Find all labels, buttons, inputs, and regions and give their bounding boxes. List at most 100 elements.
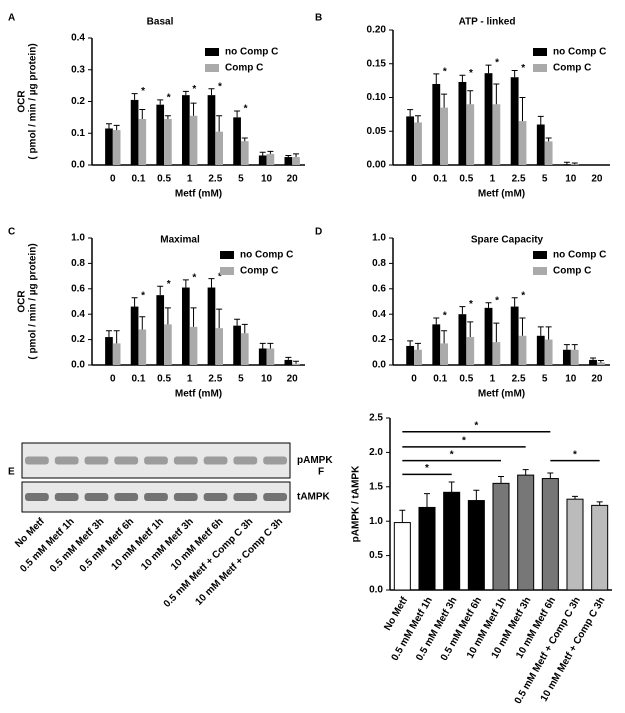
blot-band: [84, 456, 109, 465]
bar: [207, 287, 216, 365]
significance-star: *: [495, 58, 499, 69]
significance-star: *: [443, 311, 447, 322]
error-bar: [190, 102, 197, 116]
significance-star: *: [167, 279, 171, 290]
bar: [258, 348, 267, 365]
bar: [105, 128, 113, 165]
bar: [536, 335, 545, 365]
significance-star: *: [192, 84, 196, 95]
legend-swatch: [533, 251, 547, 259]
legend-label: no Comp C: [553, 47, 606, 58]
panel-letter: B: [315, 13, 322, 24]
y-tick-label: 1.0: [71, 233, 85, 244]
bar: [591, 504, 609, 591]
error-bar: [467, 321, 474, 338]
x-tick-label: 1: [187, 174, 193, 185]
bar: [510, 306, 519, 365]
error-bar: [572, 495, 578, 500]
legend-swatch: [205, 64, 219, 72]
bar: [189, 115, 198, 165]
error-bar: [105, 123, 112, 129]
error-bar: [182, 279, 189, 288]
bar: [164, 118, 172, 165]
y-axis-label: OCR: [17, 290, 28, 313]
blot-band: [114, 456, 139, 465]
lane-label: 0.5 mM Metf 3h: [48, 516, 106, 574]
significance-star: *: [218, 81, 222, 92]
error-bar: [590, 357, 597, 360]
bar: [414, 122, 422, 165]
significance-star: *: [244, 104, 248, 115]
legend-label: Comp C: [225, 63, 263, 74]
legend-label: Comp C: [553, 266, 591, 277]
error-bar: [182, 90, 189, 96]
y-tick-label: 0.2: [71, 334, 85, 345]
y-tick-label: 0.6: [372, 283, 386, 294]
bar: [258, 155, 267, 165]
bar: [138, 329, 147, 365]
blot-band: [144, 493, 168, 501]
y-tick-label: 0.0: [372, 360, 386, 371]
error-bar: [519, 317, 526, 336]
blot-band: [54, 456, 79, 465]
x-tick-label: 10: [261, 174, 273, 185]
bar: [432, 324, 441, 365]
legend-swatch: [205, 48, 219, 56]
error-bar: [259, 342, 266, 349]
bar: [233, 117, 241, 165]
significance-star: *: [443, 67, 447, 78]
bar: [215, 328, 223, 365]
x-tick-label: 0: [411, 374, 417, 385]
legend-swatch: [533, 64, 547, 72]
error-bar: [208, 278, 215, 288]
bar: [156, 104, 165, 165]
bar: [492, 104, 501, 165]
x-tick-label: 10: [261, 374, 273, 385]
bar: [440, 107, 449, 165]
bar: [240, 141, 249, 165]
error-bar: [433, 317, 440, 325]
bar: [406, 345, 415, 365]
bar: [105, 337, 113, 365]
error-bar: [414, 342, 421, 350]
lane-label: 0.5 mM Metf 1h: [18, 516, 76, 574]
chart-title: Spare Capacity: [471, 235, 544, 246]
error-bar: [407, 340, 414, 346]
y-tick-label: 1.5: [369, 481, 383, 492]
y-tick-label: 0.0: [369, 585, 383, 596]
error-bar: [293, 360, 300, 364]
significance-star: *: [218, 271, 222, 282]
error-bar: [399, 509, 406, 523]
legend-swatch: [533, 48, 547, 56]
significance-star: *: [495, 295, 499, 306]
y-tick-label: 0.6: [71, 283, 85, 294]
error-bar: [473, 489, 480, 501]
x-tick-label: 0.5: [157, 374, 171, 385]
blot-band: [25, 493, 49, 501]
bar: [284, 157, 293, 165]
y-axis-label: ( pmol / min / µg protein): [28, 43, 39, 159]
bar: [207, 95, 216, 165]
error-bar: [113, 124, 120, 131]
error-bar: [448, 481, 455, 493]
bar: [466, 104, 475, 165]
y-tick-label: 1.0: [372, 233, 386, 244]
y-tick-label: 0.4: [71, 309, 85, 320]
chart-title: Maximal: [160, 235, 200, 246]
significance-star: *: [573, 449, 577, 460]
bar: [284, 359, 293, 365]
error-bar: [441, 93, 448, 108]
bar: [458, 314, 467, 365]
x-axis-label: Metf (mM): [175, 389, 222, 400]
y-tick-label: 0.10: [367, 92, 387, 103]
significance-star: *: [521, 63, 525, 74]
bar: [233, 325, 241, 365]
error-bar: [485, 302, 492, 308]
bar: [544, 339, 553, 365]
bar: [130, 99, 139, 165]
x-tick-label: 20: [287, 174, 299, 185]
x-tick-label: 1: [490, 174, 496, 185]
blot-band: [25, 456, 49, 465]
